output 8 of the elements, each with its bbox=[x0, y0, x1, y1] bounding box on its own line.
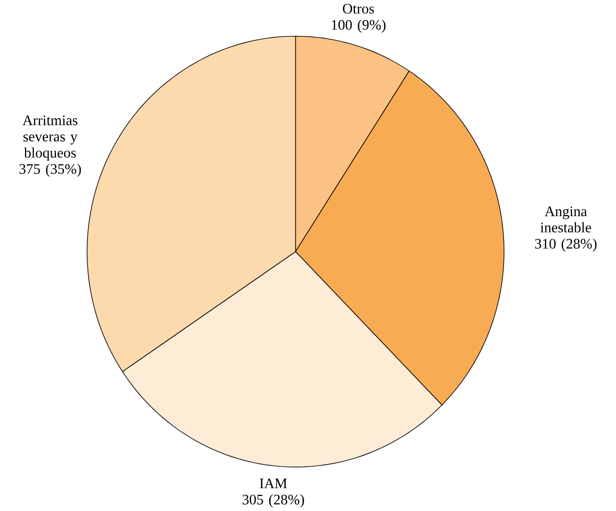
data-label: 310 (28%) bbox=[535, 238, 597, 252]
data-label: 375 (35%) bbox=[20, 164, 81, 177]
slice-label: Angina inestable bbox=[540, 206, 592, 232]
slice-label: Arritmias severas y bloqueos bbox=[22, 115, 78, 160]
slice-label: Otros bbox=[342, 4, 374, 14]
slice-label: IAM bbox=[260, 478, 287, 488]
data-label: 305 (28%) bbox=[242, 494, 304, 508]
data-label: 100 (9%) bbox=[332, 19, 386, 33]
